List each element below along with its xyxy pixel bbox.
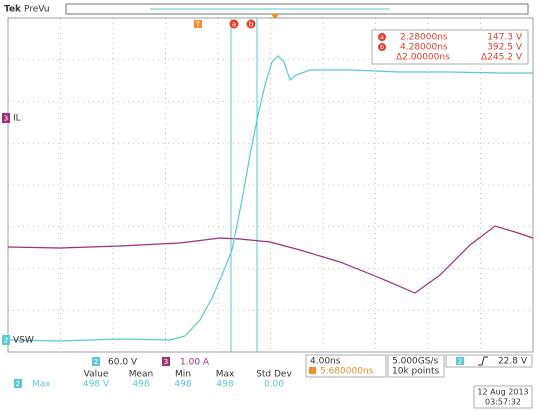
vsw-trace [7,55,533,342]
trigger-arrow [271,14,279,20]
readout-b-time: 4.28000ns [400,43,448,53]
time-scale: 4.00ns [310,357,341,367]
readout-delta-time: Δ2.00000ns [396,53,450,63]
meas-header: Value [84,370,109,380]
ch3-number: 3 [4,115,8,123]
readout-a-time: 2.28000ns [400,33,448,43]
trigger-slope [478,356,488,366]
position-icon [309,367,316,374]
meas-channel-icon [14,379,22,388]
cursor-a-marker-label: a [232,21,236,29]
meas-stat: Max [32,380,51,390]
meas-value: 498 [132,380,149,390]
readout-a-icon [378,33,386,41]
ch2-scale-icon [92,357,100,366]
readout-b-id: b [380,44,384,51]
acq-box [387,354,445,378]
ch3-label: IL [13,114,21,124]
ch3-scale-icon [162,357,170,366]
ch2-label: VSW [13,336,34,346]
meas-channel: 2 [16,380,20,388]
ch2-marker [2,335,10,345]
meas-value: 0.00 [264,380,284,390]
record-length: 10k points [392,367,439,377]
readout-a-value: 147.3 V [487,33,523,43]
trigger-marker-label: T [195,21,201,29]
date: 12 Aug 2013 [477,388,528,397]
trigger-marker [194,20,202,28]
ch2-scale-number: 2 [94,358,98,366]
cursor-b-marker-label: b [249,21,254,29]
cursor-readout [371,29,529,65]
ch3-scale-number: 3 [164,358,168,366]
timebase-box [305,354,387,378]
readout-b-icon [378,43,386,51]
meas-value: 498 V [83,380,110,390]
cursor-a-marker [229,19,239,29]
ch2-scale: 60.0 V [108,358,138,368]
trigger-channel-icon [456,357,464,365]
meas-header: Std Dev [256,370,292,380]
readout-a-id: a [380,34,384,41]
ch2-number: 2 [4,337,8,345]
time: 03:57:32 [485,398,521,407]
ch3-scale: 1.00 A [180,358,210,368]
il-trace [7,225,534,294]
meas-header: Max [216,370,235,380]
readout-delta-value: Δ245.2 V [481,53,523,63]
time-position: 5.680000ns [320,367,374,377]
trigger-level: 22.8 V [498,357,528,367]
mode: PreVu [24,5,50,15]
readout-b-value: 392.5 V [487,43,523,53]
trigger-channel: 2 [458,358,462,366]
grid [8,18,533,352]
ch3-marker [2,113,10,123]
datetime-box [473,385,533,409]
meas-header: Mean [129,370,154,380]
meas-header: Min [175,370,191,380]
meas-value: 498 [216,380,233,390]
brand: Tek [4,5,22,15]
cursor-b-marker [246,19,256,29]
trigger-box [445,354,533,368]
meas-value: 498 [174,380,191,390]
sample-rate: 5.000GS/s [392,357,438,367]
